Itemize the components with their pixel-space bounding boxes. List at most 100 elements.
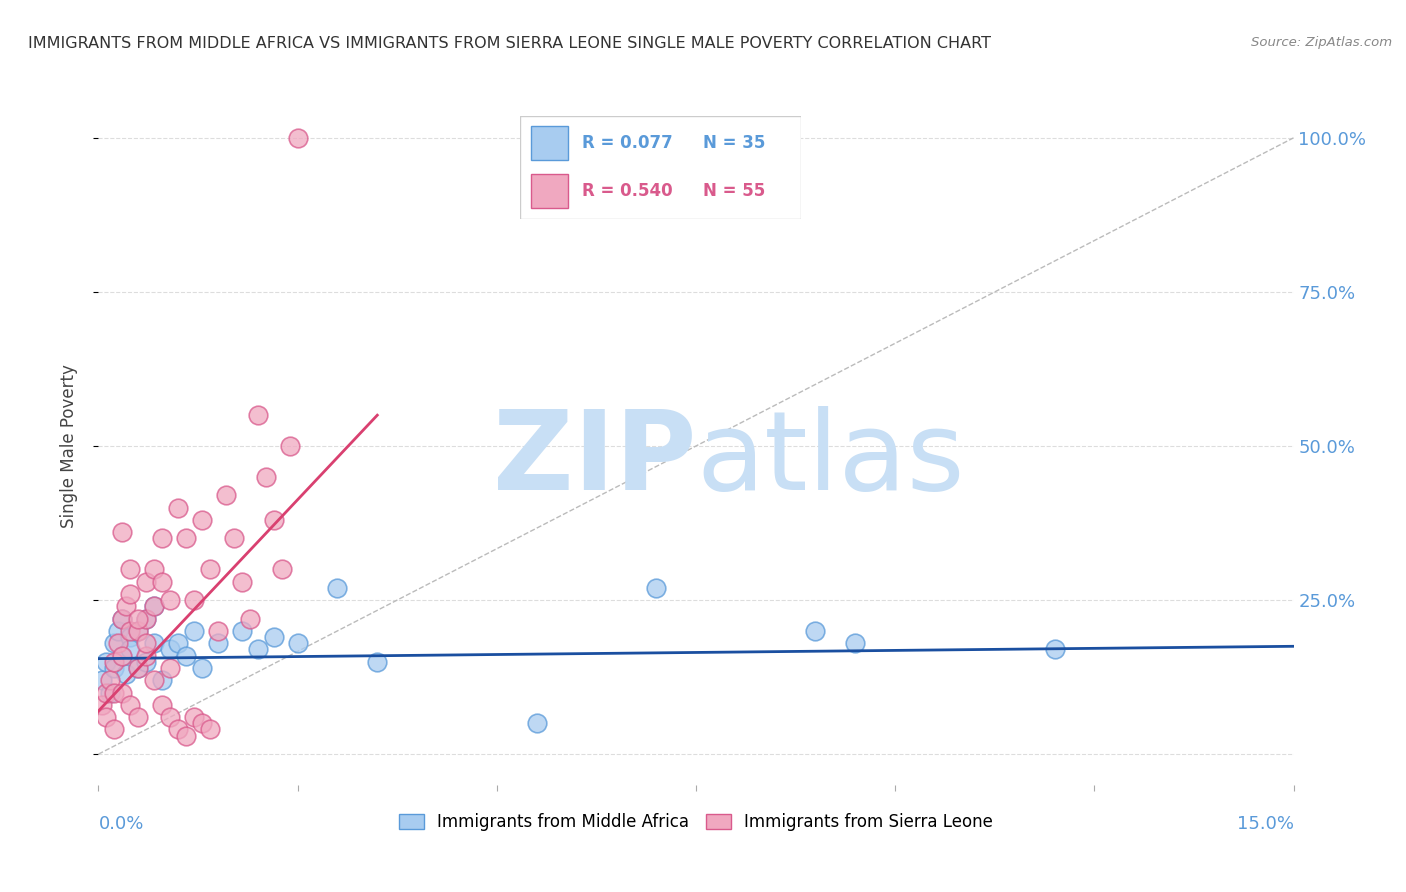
- Point: [98, 685, 122, 699]
- Text: Source: ZipAtlas.com: Source: ZipAtlas.com: [1251, 36, 1392, 49]
- Point: [270, 562, 292, 576]
- Point: [143, 673, 166, 688]
- Point: [239, 611, 262, 625]
- Text: 0.0%: 0.0%: [98, 815, 143, 833]
- Point: [159, 593, 181, 607]
- Point: [246, 408, 269, 422]
- Text: atlas: atlas: [696, 406, 965, 513]
- Point: [115, 667, 138, 681]
- Point: [526, 716, 548, 731]
- Text: R = 0.077: R = 0.077: [582, 134, 673, 152]
- Point: [127, 661, 149, 675]
- Point: [804, 624, 827, 638]
- Point: [143, 599, 166, 614]
- Point: [111, 611, 134, 625]
- Point: [246, 642, 269, 657]
- Point: [127, 611, 149, 625]
- Point: [103, 723, 125, 737]
- Point: [135, 574, 157, 589]
- Point: [96, 685, 118, 699]
- Point: [222, 532, 245, 546]
- Point: [111, 611, 134, 625]
- Point: [207, 636, 229, 650]
- Point: [120, 698, 142, 712]
- Point: [231, 574, 253, 589]
- Point: [111, 648, 134, 663]
- Point: [191, 513, 214, 527]
- Point: [366, 655, 388, 669]
- Point: [167, 723, 190, 737]
- Point: [287, 131, 309, 145]
- Point: [174, 648, 197, 663]
- Point: [103, 661, 125, 675]
- Point: [844, 636, 866, 650]
- Point: [263, 513, 285, 527]
- Point: [159, 661, 181, 675]
- Point: [135, 648, 157, 663]
- Point: [198, 723, 221, 737]
- Y-axis label: Single Male Poverty: Single Male Poverty: [59, 364, 77, 528]
- Point: [135, 611, 157, 625]
- Text: N = 35: N = 35: [703, 134, 765, 152]
- FancyBboxPatch shape: [520, 116, 801, 219]
- Point: [198, 562, 221, 576]
- Point: [174, 532, 197, 546]
- Point: [103, 685, 125, 699]
- Point: [120, 587, 142, 601]
- Point: [150, 673, 173, 688]
- FancyBboxPatch shape: [531, 175, 568, 208]
- Point: [287, 636, 309, 650]
- Point: [127, 624, 149, 638]
- Point: [183, 710, 205, 724]
- Point: [254, 470, 277, 484]
- Point: [231, 624, 253, 638]
- Point: [107, 636, 129, 650]
- Point: [183, 624, 205, 638]
- Point: [167, 636, 190, 650]
- Point: [91, 673, 114, 688]
- Point: [143, 562, 166, 576]
- Text: ZIP: ZIP: [492, 406, 696, 513]
- Point: [120, 630, 142, 644]
- Point: [143, 599, 166, 614]
- Point: [127, 710, 149, 724]
- Point: [159, 710, 181, 724]
- Point: [263, 630, 285, 644]
- Point: [1043, 642, 1066, 657]
- Point: [127, 624, 149, 638]
- Point: [135, 636, 157, 650]
- Text: R = 0.540: R = 0.540: [582, 182, 672, 200]
- Point: [191, 661, 214, 675]
- Text: IMMIGRANTS FROM MIDDLE AFRICA VS IMMIGRANTS FROM SIERRA LEONE SINGLE MALE POVERT: IMMIGRANTS FROM MIDDLE AFRICA VS IMMIGRA…: [28, 36, 991, 51]
- Point: [207, 624, 229, 638]
- Point: [103, 655, 125, 669]
- Point: [107, 624, 129, 638]
- Point: [191, 716, 214, 731]
- Point: [111, 525, 134, 540]
- Point: [215, 488, 238, 502]
- FancyBboxPatch shape: [531, 127, 568, 160]
- Point: [96, 710, 118, 724]
- Point: [150, 532, 173, 546]
- Point: [167, 500, 190, 515]
- Point: [120, 624, 142, 638]
- Point: [135, 655, 157, 669]
- Point: [645, 581, 668, 595]
- Point: [120, 562, 142, 576]
- Legend: Immigrants from Middle Africa, Immigrants from Sierra Leone: Immigrants from Middle Africa, Immigrant…: [392, 806, 1000, 838]
- Point: [111, 685, 134, 699]
- Point: [96, 655, 118, 669]
- Point: [326, 581, 349, 595]
- Text: 15.0%: 15.0%: [1236, 815, 1294, 833]
- Point: [120, 642, 142, 657]
- Point: [98, 673, 122, 688]
- Point: [135, 611, 157, 625]
- Point: [143, 636, 166, 650]
- Point: [115, 599, 138, 614]
- Point: [150, 698, 173, 712]
- Point: [91, 698, 114, 712]
- Point: [174, 729, 197, 743]
- Point: [103, 636, 125, 650]
- Point: [150, 574, 173, 589]
- Point: [159, 642, 181, 657]
